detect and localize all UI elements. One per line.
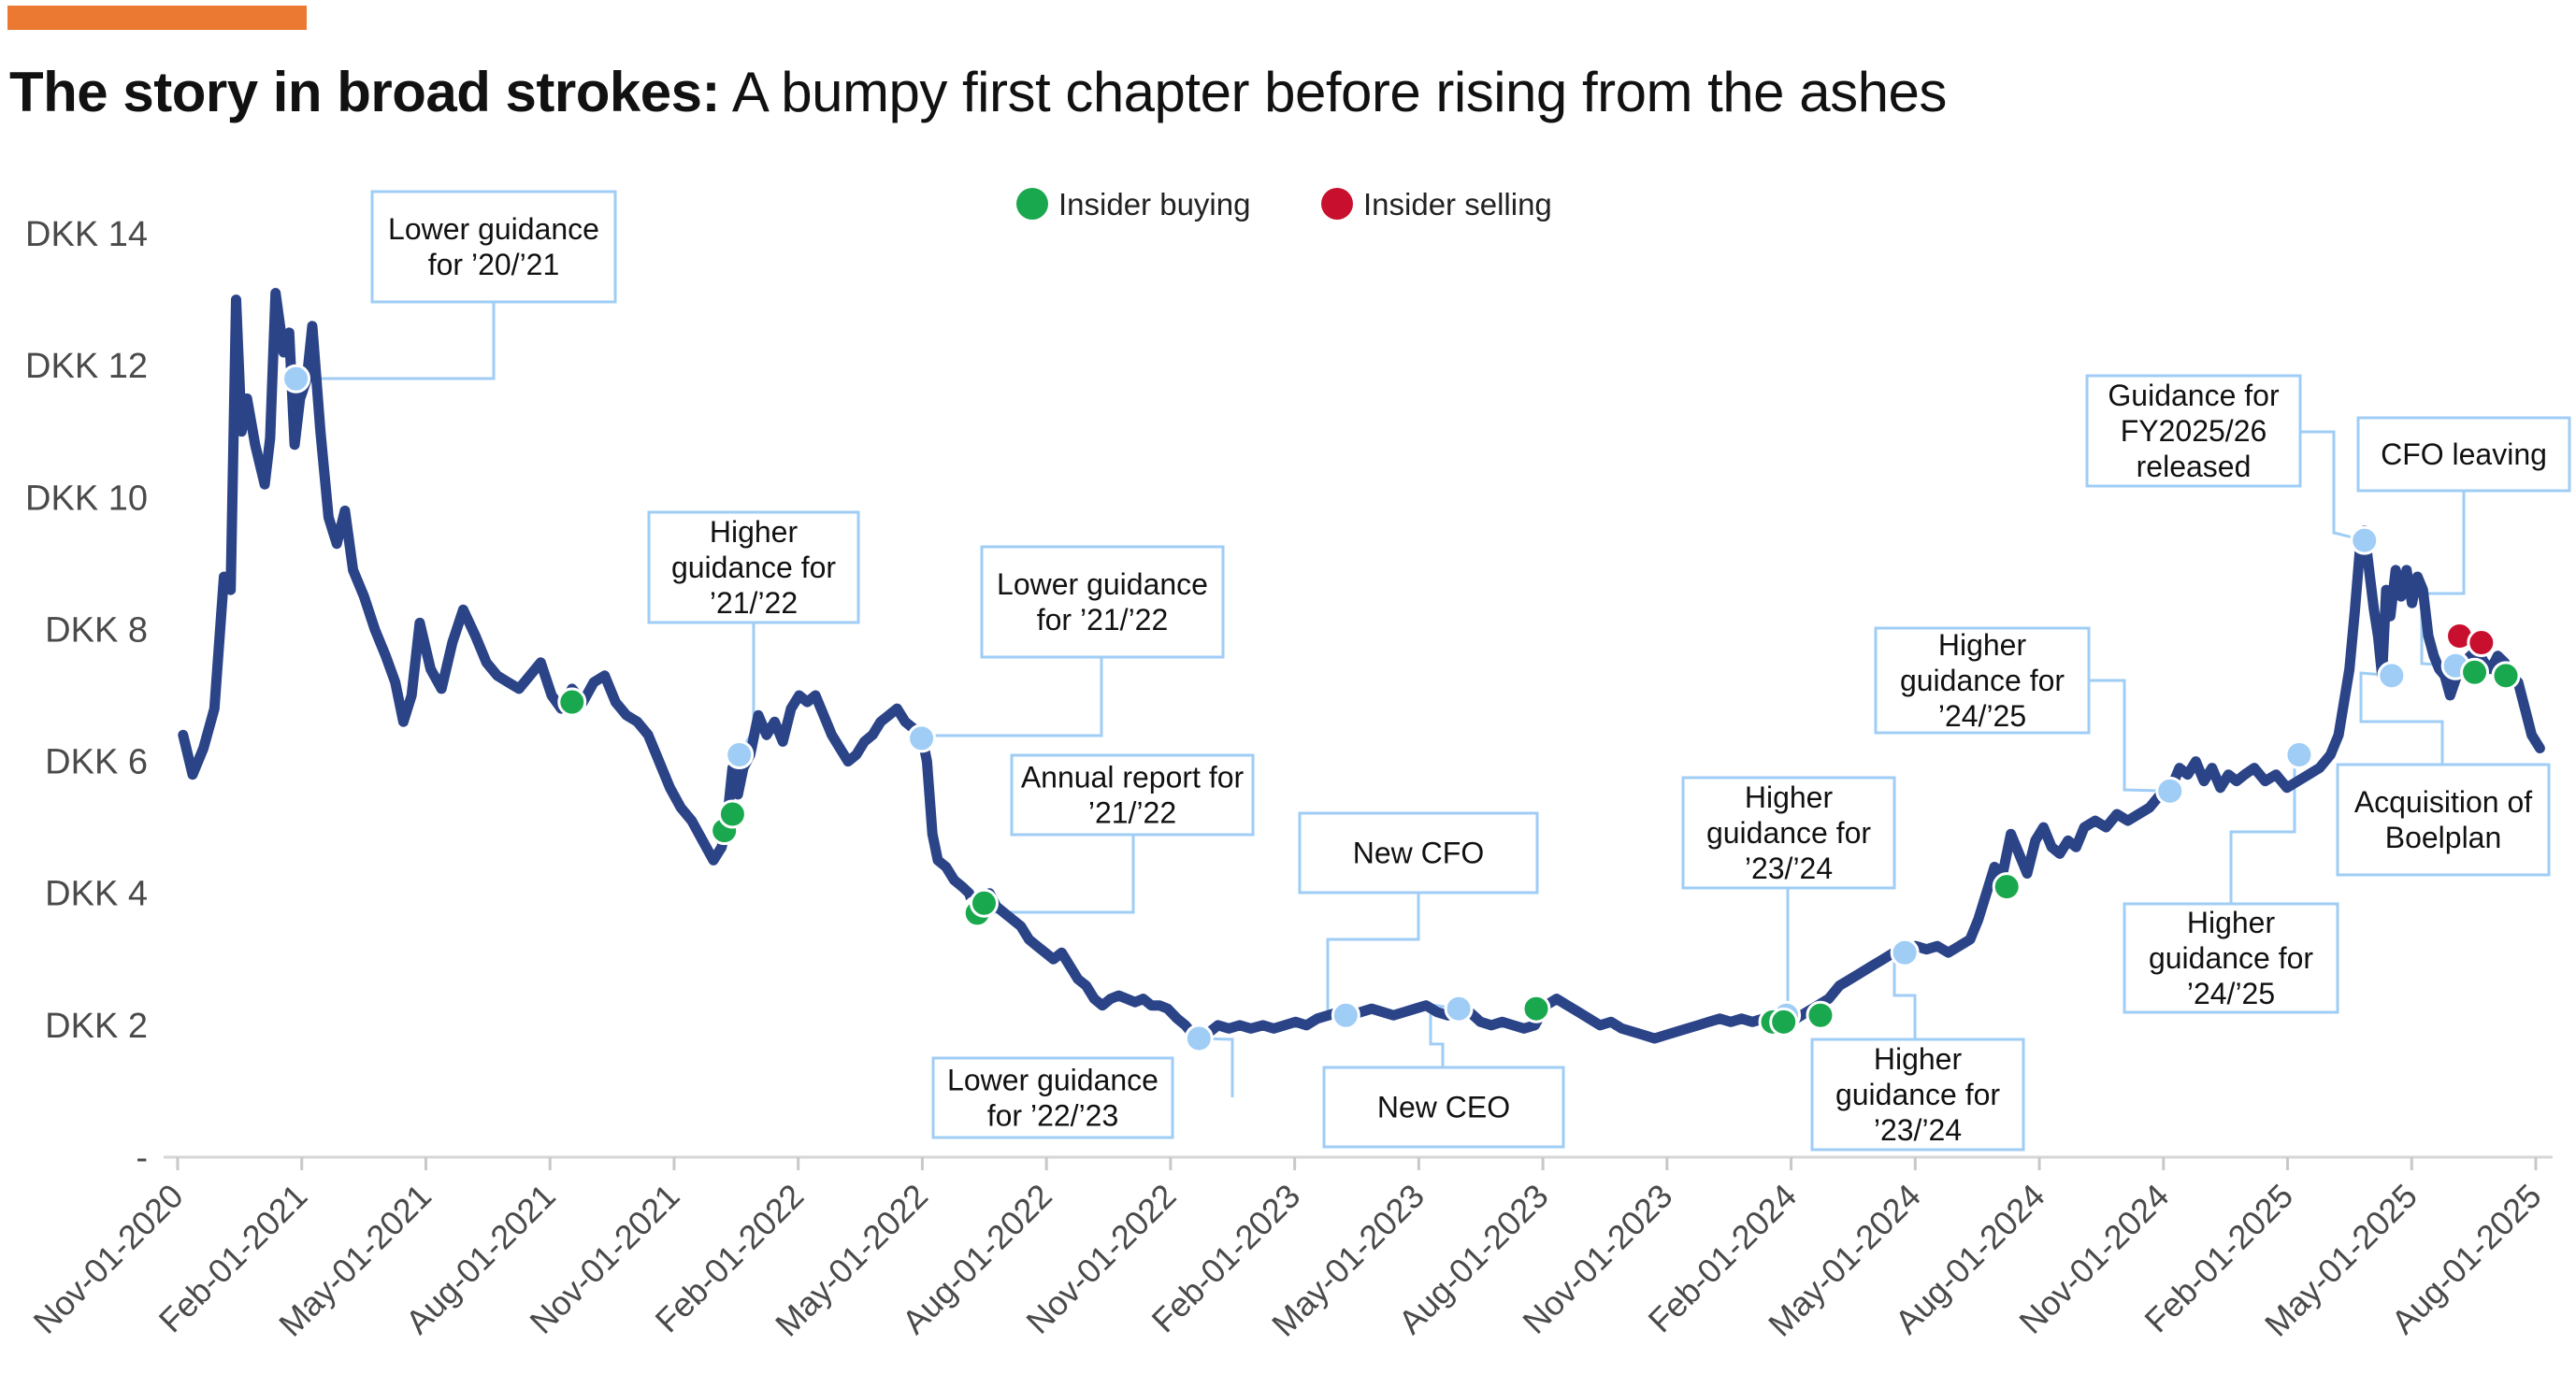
callout-box [2123,902,2339,1014]
callout-leader [920,657,1103,740]
callout-box [2356,416,2571,493]
event-marker [2155,776,2185,806]
callout-label: Higher [2187,906,2276,939]
chart-title-bold: The story in broad strokes: [9,61,721,123]
callout-label: ’21/’22 [710,586,798,620]
event-marker [1444,994,1474,1023]
legend-label-selling: Insider selling [1363,187,1552,222]
event-marker [725,740,755,770]
event-marker [2284,740,2314,770]
callout-label: CFO leaving [2381,437,2547,471]
event-marker [907,723,937,753]
callout-label: ’21/’22 [1088,796,1176,830]
callout-label: New CEO [1377,1091,1510,1124]
callout-label: FY2025/26 [2121,414,2267,448]
callout-label: Higher [1874,1042,1963,1076]
y-tick-label: DKK 8 [45,610,148,650]
callout-label: Lower guidance [947,1064,1158,1097]
callout-box [931,1056,1174,1139]
callout-label: ’23/’24 [1745,852,1833,885]
callout-box [2085,374,2302,488]
insider-buying-marker [717,799,747,829]
y-tick-label: DKK 14 [25,215,148,254]
callout-leader [2300,430,2366,542]
event-markers [281,364,2521,1053]
event-marker [1890,937,1920,967]
callout-label: guidance for [1835,1078,2000,1111]
callout-leader [295,302,496,380]
callout-label: Boelplan [2385,821,2502,854]
callout-leader [976,835,1135,914]
callout-leader [1429,1003,1460,1067]
chart-title: The story in broad strokes: A bumpy firs… [9,60,1947,124]
y-tick-label: DKK 4 [45,875,148,914]
callout-label: ’23/’24 [1874,1113,1962,1147]
callout-leader [1785,888,1790,1016]
callout-leader [2359,671,2444,765]
y-tick-label: DKK 6 [45,743,148,782]
callout-label: New CFO [1353,837,1484,870]
callout-box [1810,1038,2025,1152]
accent-bar [7,6,307,30]
callout-label: Higher [1745,780,1834,814]
event-marker [2377,661,2407,691]
callout-label: guidance for [671,551,836,584]
y-tick-label: DKK 2 [45,1007,148,1046]
callout-box [1010,753,1255,837]
callout-label: ’24/’25 [2187,977,2275,1010]
event-marker [2350,525,2380,555]
callout-label: Lower guidance [997,567,1208,601]
event-marker [1184,1023,1214,1053]
callout-label: Higher [710,515,799,549]
callout-box [647,510,860,624]
callout-box [370,190,617,304]
insider-buying-marker [2460,657,2490,687]
insider-buying-marker [2491,661,2521,691]
event-marker [281,364,311,394]
callout-box [1681,776,1896,890]
insider-selling-marker [2467,628,2497,658]
callout-leader [1199,1037,1234,1097]
legend-swatch-selling [1321,188,1353,220]
callout-label: for ’20/’21 [428,248,560,281]
callout-label: guidance for [1706,816,1871,850]
callout-label: Guidance for [2108,379,2280,412]
callout-box [980,545,1225,659]
callout-label: for ’22/’23 [987,1099,1119,1133]
callout-label: released [2137,450,2252,483]
callout-label: guidance for [1900,664,2065,697]
legend-swatch-buying [1016,188,1048,220]
callout-label: ’24/’25 [1938,699,2026,733]
legend: Insider buying Insider selling [1016,187,1552,222]
insider-buying-marker [1806,1000,1835,1030]
callout-leader [2089,679,2170,793]
insider-buying-marker [1769,1007,1799,1037]
insider-buying-marker [1992,872,2022,902]
chart-title-rest: A bumpy first chapter before rising from… [720,61,1947,123]
legend-label-buying: Insider buying [1058,187,1250,222]
callout-leader [1326,893,1420,1017]
callout-box [1874,626,2091,735]
callout-box [2336,763,2551,877]
callout-box [1298,811,1539,895]
callout-label: for ’21/’22 [1037,603,1169,637]
callout-box [1322,1066,1565,1149]
callout-label: Annual report for [1021,761,1245,794]
y-tick-label: - [136,1138,148,1178]
insider-buying-marker [557,687,587,717]
callout-label: Acquisition of [2354,785,2532,819]
callout-label: Lower guidance [388,212,599,246]
y-tick-label: DKK 10 [25,479,148,518]
y-tick-label: DKK 12 [25,347,148,386]
event-marker [1331,1000,1360,1030]
callout-label: Higher [1938,628,2027,662]
insider-buying-marker [1521,994,1551,1023]
callout-label: guidance for [2149,941,2313,975]
insider-buying-marker [969,888,999,918]
